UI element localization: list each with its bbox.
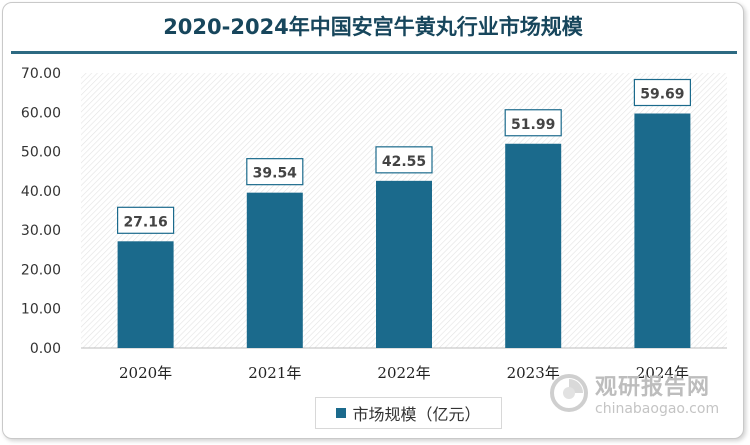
y-tick-label: 10.00	[21, 302, 61, 318]
x-tick-label: 2022年	[377, 364, 430, 382]
watermark-cn-text: 观研报告网	[595, 375, 711, 400]
data-label: 51.99	[511, 117, 555, 133]
data-label: 59.69	[640, 87, 684, 103]
data-label-box	[504, 109, 562, 137]
x-tick-label: 2021年	[248, 364, 301, 382]
bar	[505, 143, 562, 348]
chart-frame: 2020-2024年中国安宫牛黄丸行业市场规模 0.00 10.00 20.00 30…	[2, 2, 744, 439]
bar	[376, 180, 432, 348]
y-tick-label: 50.00	[21, 145, 61, 161]
watermark-en-text: chinabaogao.com	[595, 401, 720, 417]
y-tick-label: 20.00	[21, 262, 61, 278]
y-tick-label: 30.00	[21, 223, 61, 239]
data-label: 39.54	[253, 166, 298, 182]
x-tick-label: 2023年	[507, 364, 560, 382]
y-tick-label: 0.00	[30, 341, 61, 357]
data-label: 27.16	[123, 214, 167, 230]
chart-title: 2020-2024年中国安宫牛黄丸行业市场规模	[163, 15, 583, 39]
legend-swatch	[336, 408, 347, 418]
data-label-box	[633, 78, 692, 107]
y-tick-label: 60.00	[21, 105, 61, 121]
x-tick-label: 2024年	[636, 364, 689, 382]
x-tick-label: 2020年	[119, 364, 172, 382]
y-tick-label: 70.00	[21, 66, 61, 82]
data-label-box	[116, 206, 175, 234]
legend: 市场规模（亿元）	[315, 397, 502, 429]
title-underline	[11, 51, 737, 54]
watermark-logo-icon	[550, 374, 588, 412]
bar	[246, 192, 303, 348]
bar	[634, 113, 691, 348]
legend-label: 市场规模（亿元）	[352, 405, 481, 424]
data-label-box	[246, 158, 304, 186]
bar-chart: 0.0010.0020.0030.0040.0050.0060.0070.00 …	[21, 66, 727, 382]
data-label-box	[375, 146, 433, 174]
watermark: 观研报告网 chinabaogao.com	[549, 365, 729, 425]
y-tick-label: 40.00	[21, 184, 61, 200]
data-label: 42.55	[382, 154, 426, 170]
bar	[117, 241, 174, 348]
